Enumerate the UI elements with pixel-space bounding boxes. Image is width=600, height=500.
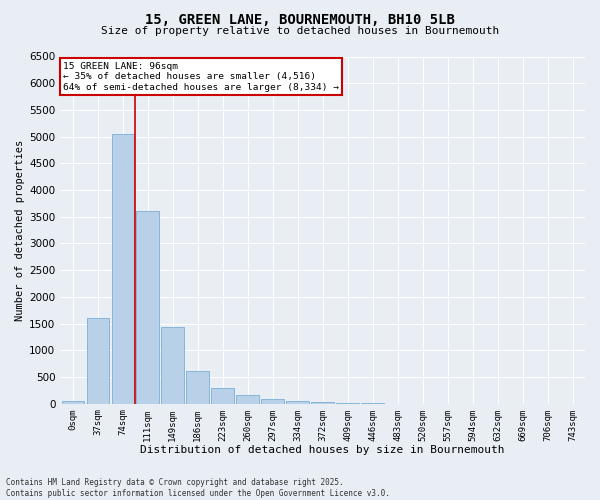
Bar bbox=[337, 403, 359, 404]
Text: Size of property relative to detached houses in Bournemouth: Size of property relative to detached ho… bbox=[101, 26, 499, 36]
Bar bbox=[187, 370, 209, 404]
Bar bbox=[136, 212, 159, 404]
Bar bbox=[211, 388, 234, 404]
Bar bbox=[262, 398, 284, 404]
Bar bbox=[286, 400, 309, 404]
Bar bbox=[161, 328, 184, 404]
Text: 15 GREEN LANE: 96sqm
← 35% of detached houses are smaller (4,516)
64% of semi-de: 15 GREEN LANE: 96sqm ← 35% of detached h… bbox=[63, 62, 339, 92]
Bar bbox=[62, 401, 84, 404]
Bar bbox=[112, 134, 134, 404]
Text: Contains HM Land Registry data © Crown copyright and database right 2025.
Contai: Contains HM Land Registry data © Crown c… bbox=[6, 478, 390, 498]
Bar bbox=[236, 395, 259, 404]
Bar bbox=[311, 402, 334, 404]
Y-axis label: Number of detached properties: Number of detached properties bbox=[15, 140, 25, 320]
Bar bbox=[86, 318, 109, 404]
Text: 15, GREEN LANE, BOURNEMOUTH, BH10 5LB: 15, GREEN LANE, BOURNEMOUTH, BH10 5LB bbox=[145, 12, 455, 26]
X-axis label: Distribution of detached houses by size in Bournemouth: Distribution of detached houses by size … bbox=[140, 445, 505, 455]
